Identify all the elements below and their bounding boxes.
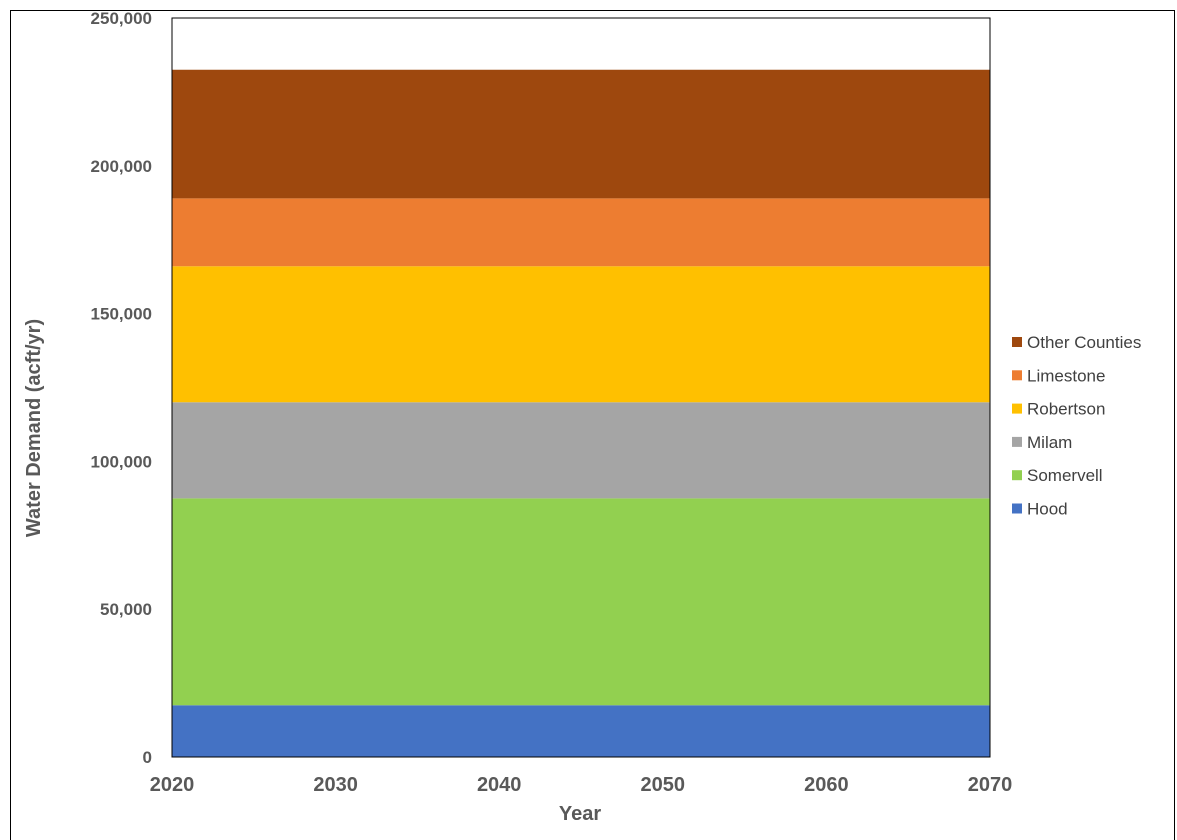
legend-label: Hood [1027, 500, 1068, 519]
plot-areas [172, 69, 990, 757]
x-tick-label: 2030 [313, 774, 358, 796]
legend-item-milam: Milam [1012, 433, 1072, 452]
area-series-hood [172, 705, 990, 757]
y-tick-label: 100,000 [91, 452, 152, 471]
area-series-robertson [172, 266, 990, 403]
y-tick-label: 200,000 [91, 157, 152, 176]
legend-item-hood: Hood [1012, 500, 1068, 519]
legend-item-limestone: Limestone [1012, 366, 1105, 385]
area-series-somervell [172, 498, 990, 706]
legend: Other Counties Limestone Robertson Milam Som… [1012, 333, 1141, 519]
y-tick-label: 0 [143, 748, 152, 767]
y-axis-title: Water Demand (acft/yr) [23, 319, 45, 537]
area-series-milam [172, 402, 990, 499]
x-tick-label: 2070 [968, 774, 1013, 796]
y-tick-label: 250,000 [91, 9, 152, 28]
x-tick-label: 2040 [477, 774, 522, 796]
legend-label: Other Counties [1027, 333, 1141, 352]
x-tick-label: 2060 [804, 774, 849, 796]
legend-item-somervell: Somervell [1012, 466, 1103, 485]
x-tick-label: 2020 [150, 774, 195, 796]
legend-swatch [1012, 436, 1022, 447]
legend-label: Robertson [1027, 400, 1105, 419]
legend-swatch [1012, 403, 1022, 414]
legend-swatch [1012, 503, 1022, 514]
area-series-other-counties [172, 69, 990, 199]
x-axis-title: Year [559, 803, 601, 825]
y-tick-label: 50,000 [100, 600, 152, 619]
legend-swatch [1012, 370, 1022, 381]
y-axis-ticks: 0 50,000 100,000 150,000 200,000 250,000 [91, 9, 152, 767]
x-axis-ticks: 2020 2030 2040 2050 2060 2070 [150, 774, 1013, 796]
legend-item-robertson: Robertson [1012, 400, 1105, 419]
legend-item-other-counties: Other Counties [1012, 333, 1141, 352]
legend-label: Somervell [1027, 466, 1103, 485]
area-series-limestone [172, 198, 990, 267]
x-tick-label: 2050 [641, 774, 686, 796]
legend-label: Milam [1027, 433, 1072, 452]
plot-area-border [171, 17, 991, 758]
legend-swatch [1012, 470, 1022, 481]
legend-swatch [1012, 337, 1022, 347]
chart-frame [10, 10, 1175, 840]
y-tick-label: 150,000 [91, 305, 152, 324]
legend-label: Limestone [1027, 366, 1105, 385]
